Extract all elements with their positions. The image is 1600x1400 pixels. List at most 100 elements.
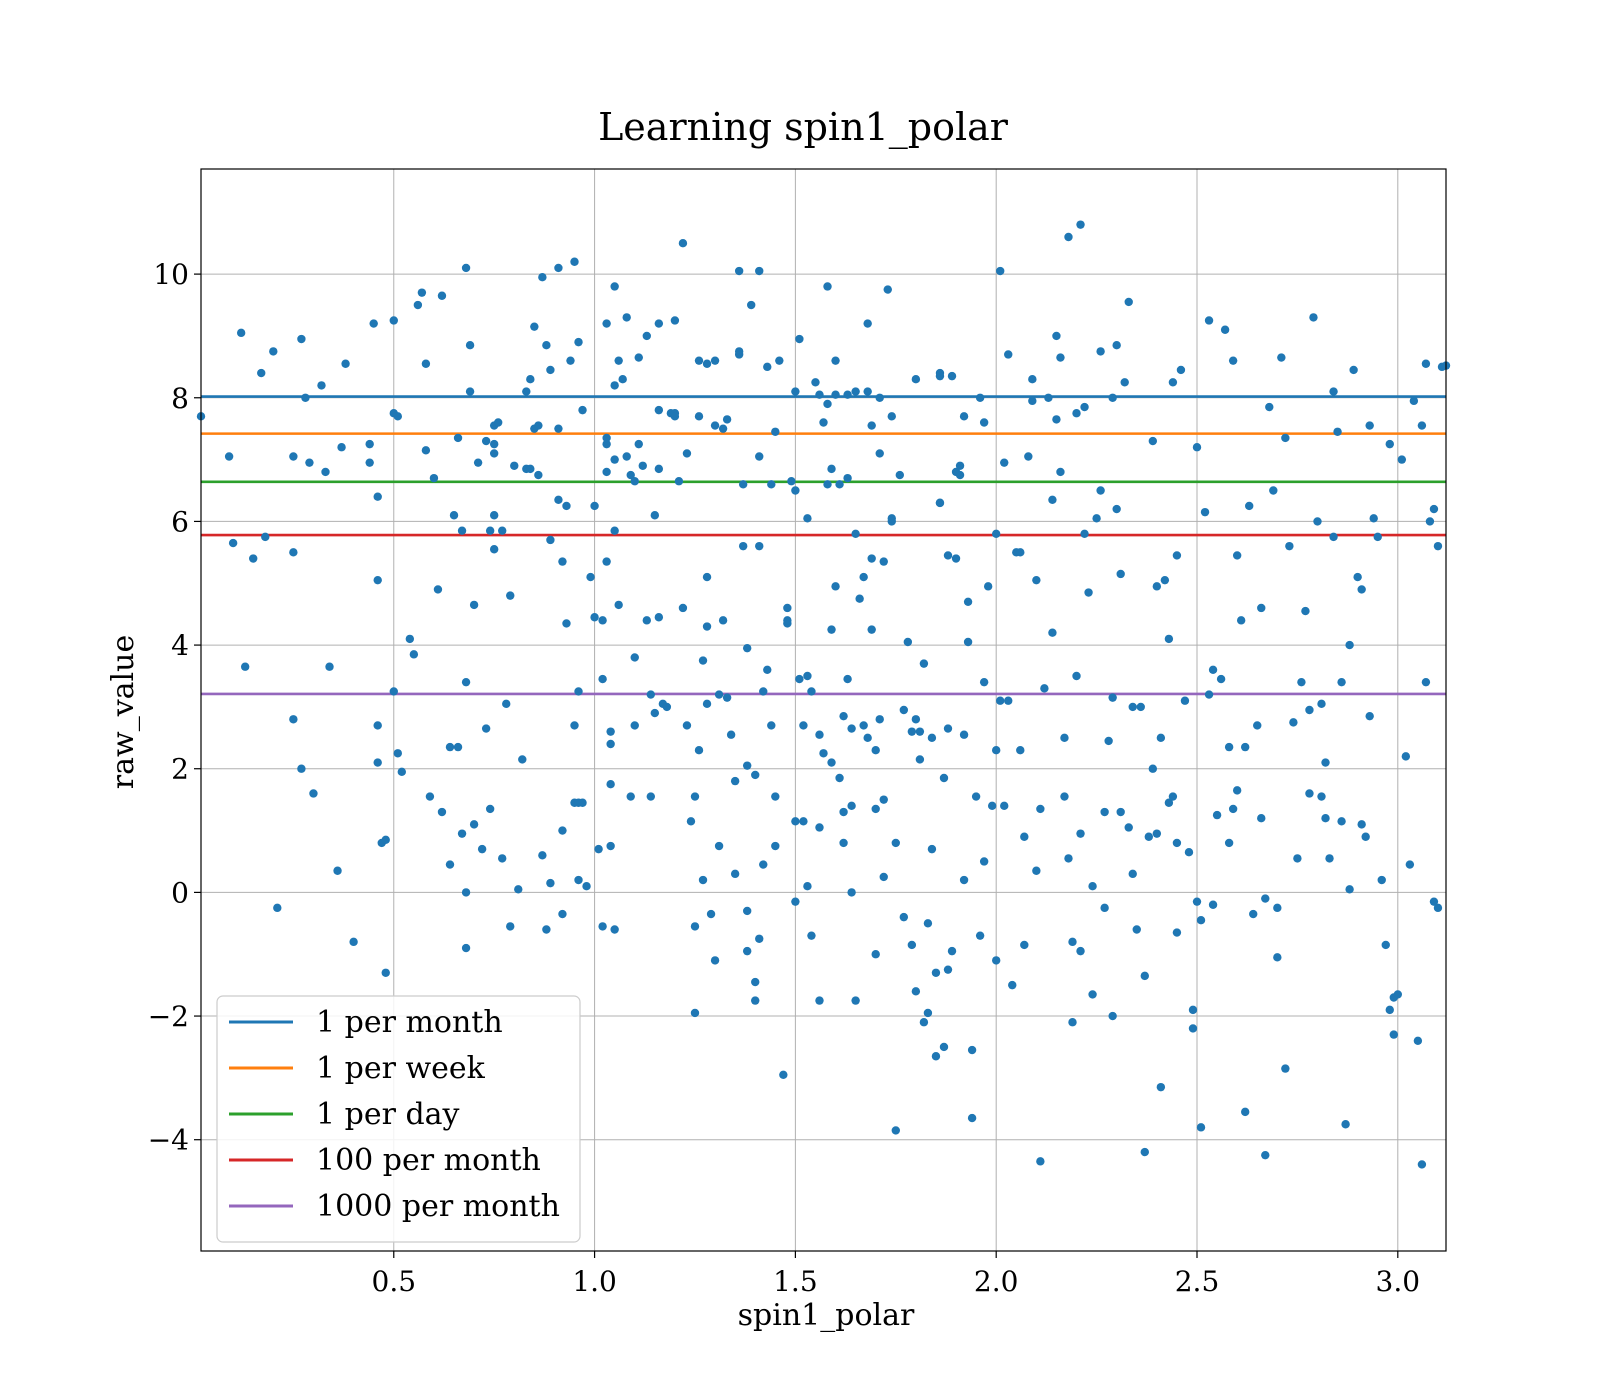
- data-point: [309, 789, 318, 798]
- data-point: [867, 554, 876, 563]
- data-point: [634, 439, 643, 449]
- data-point: [1433, 903, 1443, 913]
- data-point: [1409, 396, 1419, 406]
- y-tick-label: 8: [171, 382, 189, 415]
- data-point: [602, 319, 611, 328]
- data-point: [1317, 792, 1326, 801]
- data-point: [1337, 817, 1346, 826]
- data-point: [461, 888, 471, 897]
- data-point: [831, 582, 840, 591]
- data-point: [1004, 350, 1013, 359]
- data-point: [996, 266, 1005, 276]
- x-tick-label: 0.5: [372, 1265, 417, 1298]
- data-point: [381, 968, 390, 977]
- data-point: [261, 532, 270, 542]
- data-point: [1060, 792, 1069, 801]
- data-point: [373, 721, 382, 730]
- data-point: [1164, 798, 1174, 807]
- data-point: [1236, 616, 1246, 625]
- data-point: [1224, 838, 1234, 848]
- data-point: [690, 922, 700, 931]
- data-point: [562, 501, 571, 511]
- data-point: [971, 792, 981, 801]
- data-point: [1060, 733, 1069, 743]
- data-point: [546, 365, 555, 375]
- data-point: [1108, 693, 1117, 702]
- data-point: [1172, 551, 1182, 560]
- data-point: [722, 415, 732, 424]
- data-point: [943, 724, 953, 733]
- data-point: [931, 968, 941, 977]
- data-point: [1317, 699, 1326, 709]
- data-point: [1184, 848, 1194, 857]
- data-point: [1301, 606, 1310, 616]
- legend-label: 1 per month: [316, 1005, 503, 1040]
- data-point: [823, 399, 832, 409]
- data-point: [1052, 331, 1061, 341]
- data-point: [891, 838, 900, 848]
- data-point: [646, 690, 656, 699]
- data-point: [911, 375, 921, 384]
- data-point: [1421, 359, 1431, 368]
- data-point: [373, 575, 382, 585]
- data-point: [935, 498, 945, 508]
- data-point: [694, 356, 704, 365]
- data-point: [305, 458, 314, 467]
- data-point: [1096, 347, 1105, 356]
- data-point: [228, 538, 238, 548]
- data-point: [991, 956, 1001, 965]
- data-point: [1345, 885, 1354, 894]
- data-point: [871, 745, 880, 755]
- data-point: [236, 328, 246, 338]
- data-point: [827, 625, 836, 634]
- data-point: [955, 470, 965, 480]
- x-tick-label: 1.0: [572, 1265, 617, 1298]
- data-point: [694, 745, 704, 755]
- data-point: [755, 541, 764, 551]
- data-point: [1032, 575, 1041, 585]
- data-point: [1200, 507, 1210, 517]
- data-point: [473, 458, 483, 467]
- data-point: [1192, 443, 1202, 452]
- data-point: [959, 730, 969, 739]
- data-point: [405, 634, 415, 644]
- data-point: [706, 909, 716, 919]
- data-point: [871, 804, 880, 814]
- data-point: [867, 625, 876, 634]
- data-point: [947, 946, 957, 956]
- data-point: [670, 412, 680, 421]
- data-point: [943, 965, 953, 974]
- data-point: [783, 603, 792, 613]
- data-point: [481, 436, 491, 446]
- data-point: [843, 473, 852, 483]
- data-point: [289, 715, 298, 724]
- x-tick-label: 1.5: [773, 1265, 818, 1298]
- data-point: [1429, 897, 1439, 906]
- data-point: [726, 730, 736, 739]
- data-point: [365, 458, 374, 467]
- data-point: [811, 378, 820, 387]
- data-point: [602, 467, 611, 477]
- data-point: [240, 662, 250, 671]
- data-point: [317, 381, 326, 390]
- data-point: [967, 1113, 977, 1123]
- data-point: [606, 727, 615, 736]
- data-point: [682, 721, 692, 730]
- data-point: [421, 359, 431, 368]
- data-point: [610, 526, 619, 535]
- data-point: [1076, 829, 1085, 838]
- data-point: [1188, 1005, 1198, 1015]
- legend-label: 1 per day: [316, 1097, 460, 1132]
- data-point: [803, 671, 812, 681]
- data-point: [502, 699, 511, 709]
- data-point: [1405, 860, 1415, 869]
- data-point: [702, 699, 712, 709]
- data-point: [606, 739, 615, 749]
- data-point: [1196, 916, 1206, 925]
- data-point: [734, 266, 744, 276]
- data-point: [791, 486, 800, 495]
- data-point: [831, 356, 840, 365]
- data-point: [903, 637, 913, 647]
- data-point: [1393, 990, 1403, 999]
- data-point: [1257, 603, 1266, 613]
